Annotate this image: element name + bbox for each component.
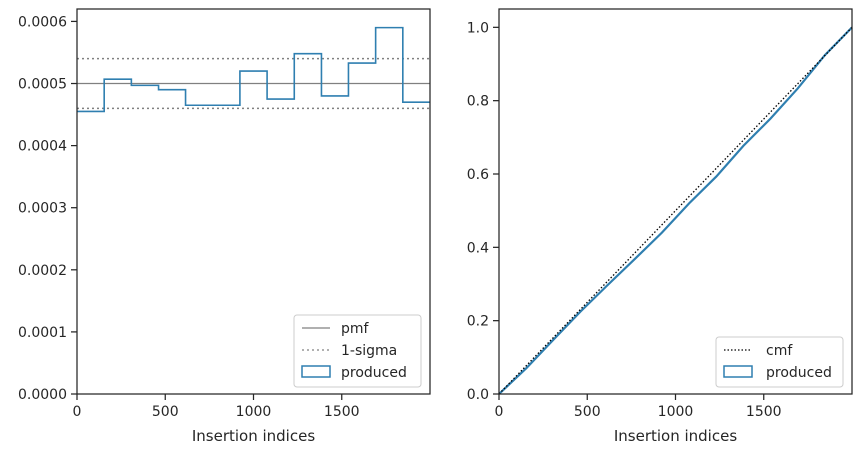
histogram-ytick-label: 0.0004 [18, 139, 67, 155]
cdf-ytick-label: 0.0 [467, 387, 489, 403]
produced-cdf-line [498, 26, 853, 395]
cdf-ytick-label: 0.4 [467, 240, 489, 256]
histogram-legend: pmf 1-sigma produced [293, 314, 422, 388]
cdf-ytick-label: 0.8 [467, 94, 489, 110]
produced-legend-label: produced [341, 365, 407, 381]
histogram-plot-area [77, 26, 430, 113]
cdf-ytick-label: 0.2 [467, 314, 489, 330]
cdf-produced-legend-swatch [723, 365, 753, 378]
histogram-xtick-label: 1000 [236, 404, 272, 420]
cdf-legend-box [715, 336, 844, 388]
histogram-xlabel: Insertion indices [192, 427, 315, 445]
cdf-panel: 0 500 1000 1500 0.0 0.2 0.4 0.6 0.8 1.0 Insertion… [467, 8, 853, 445]
cdf-xtick-label: 1000 [658, 404, 694, 420]
cdf-xlabel: Insertion indices [614, 427, 737, 445]
cdf-frame [498, 8, 853, 395]
histogram-ytick-label: 0.0006 [18, 14, 67, 30]
cdf-xtick-label: 1500 [746, 404, 782, 420]
histogram-ytick-label: 0.0002 [18, 263, 67, 279]
histogram-ytick-label: 0.0005 [18, 77, 67, 93]
histogram-ytick-label: 0.0000 [18, 387, 67, 403]
cdf-xtick-label: 500 [574, 404, 601, 420]
histogram-frame [76, 8, 431, 395]
histogram-xtick-label: 0 [73, 404, 82, 420]
cdf-legend: cmf produced [715, 336, 844, 388]
cdf-plot-area [498, 26, 853, 395]
cdf-ticks: 0 500 1000 1500 0.0 0.2 0.4 0.6 0.8 1.0 [467, 20, 782, 420]
histogram-xtick-label: 500 [152, 404, 179, 420]
histogram-ytick-label: 0.0001 [18, 325, 67, 341]
histogram-ytick-label: 0.0003 [18, 201, 67, 217]
histogram-legend-box [293, 314, 422, 388]
cmf-line [498, 26, 853, 395]
cdf-ytick-label: 1.0 [467, 20, 489, 36]
produced-legend-swatch [301, 365, 331, 378]
cdf-ytick-label: 0.6 [467, 167, 489, 183]
cdf-xtick-label: 0 [495, 404, 504, 420]
histogram-panel: 0 500 1000 1500 0.0000 0.0001 0.0002 0.0003 0.00… [18, 8, 431, 445]
produced-histogram-step [77, 26, 430, 113]
histogram-ticks: 0 500 1000 1500 0.0000 0.0001 0.0002 0.0003 0.00… [18, 14, 360, 420]
histogram-xtick-label: 1500 [324, 404, 360, 420]
pmf-legend-label: pmf [341, 321, 370, 337]
cdf-produced-legend-label: produced [766, 365, 832, 381]
sigma-legend-label: 1-sigma [341, 343, 397, 359]
cmf-legend-label: cmf [766, 343, 793, 359]
